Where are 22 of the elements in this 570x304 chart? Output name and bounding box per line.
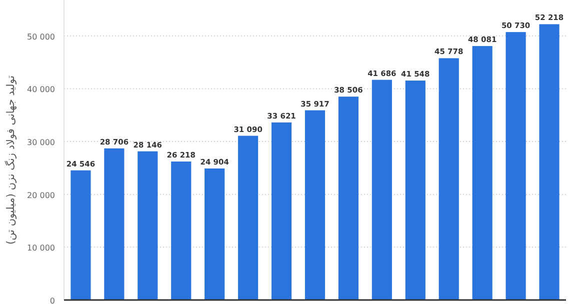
y-axis-title: تولید جهانی فولاد زنگ نزن (میلیون تن): [4, 75, 17, 245]
bar: [204, 168, 225, 300]
bar: [238, 136, 258, 300]
bar: [171, 162, 192, 300]
bar: [70, 170, 91, 300]
bar: [405, 80, 426, 300]
bar: [271, 122, 292, 300]
bar: [338, 96, 359, 300]
bar: [506, 32, 526, 300]
bar: [138, 151, 158, 300]
bar: [372, 80, 392, 300]
bar: [472, 46, 492, 300]
y-tick-label: 30 000: [27, 138, 55, 148]
y-tick-label: 50 000: [27, 32, 55, 42]
bar: [104, 148, 124, 300]
bar: [304, 110, 326, 300]
y-tick-label: 20 000: [27, 190, 55, 200]
y-tick-label: 0: [50, 296, 55, 304]
bar: [539, 24, 560, 300]
bar: [438, 58, 459, 300]
y-tick-label: 40 000: [27, 85, 55, 94]
y-tick-label: 10 000: [27, 244, 55, 253]
